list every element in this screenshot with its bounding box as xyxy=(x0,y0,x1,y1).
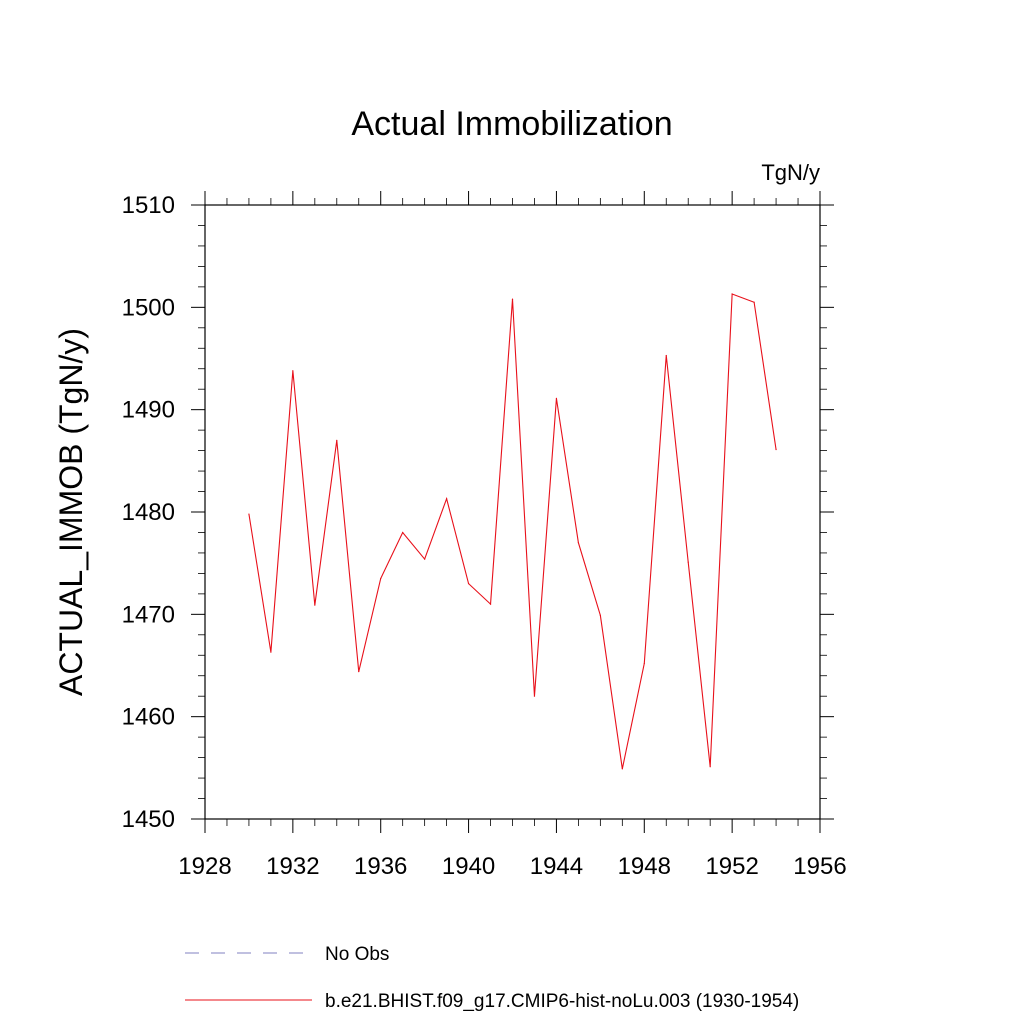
data-point xyxy=(248,513,250,515)
chart-title: Actual Immobilization xyxy=(351,105,672,143)
data-point xyxy=(402,531,404,534)
data-point xyxy=(599,614,601,616)
data-point xyxy=(665,354,667,357)
series-line-1 xyxy=(248,293,777,769)
x-tick-label: 1952 xyxy=(705,853,758,880)
y-axis-title: ACTUAL_IMMOB (TgN/y) xyxy=(53,328,89,696)
y-tick-label: 1460 xyxy=(122,704,175,731)
data-point xyxy=(446,498,448,500)
data-point xyxy=(643,662,645,665)
x-tick-label: 1956 xyxy=(793,853,846,880)
x-tick-label: 1928 xyxy=(178,853,231,880)
data-point xyxy=(314,604,316,606)
x-tick-label: 1936 xyxy=(354,853,407,880)
units-label: TgN/y xyxy=(761,160,820,185)
legend-label-0: No Obs xyxy=(325,944,389,965)
data-point xyxy=(621,768,623,770)
data-point xyxy=(511,298,514,300)
x-tick-label: 1940 xyxy=(442,853,495,880)
data-point xyxy=(467,583,470,585)
y-tick-label: 1450 xyxy=(122,806,175,833)
data-point xyxy=(753,301,755,303)
y-tick-label: 1510 xyxy=(122,192,175,219)
data-point xyxy=(489,603,492,605)
legend-label-1: b.e21.BHIST.f09_g17.CMIP6-hist-noLu.003 … xyxy=(325,991,799,1012)
data-point xyxy=(775,448,777,451)
y-tick-label: 1500 xyxy=(122,294,175,321)
plot-frame xyxy=(204,204,821,820)
y-tick-label: 1490 xyxy=(122,397,175,424)
y-tick-label: 1470 xyxy=(122,601,175,628)
x-tick-label: 1932 xyxy=(266,853,319,880)
axes: 1450 1460 1470 1480 1490 1500 1510 1928 1932 1936… xyxy=(122,191,847,880)
data-point xyxy=(533,695,536,697)
x-tick-label: 1948 xyxy=(618,853,671,880)
legend: No Obs b.e21.BHIST.f09_g17.CMIP6-hist-noL… xyxy=(185,944,799,1012)
data-point xyxy=(709,766,711,768)
data-point xyxy=(358,671,360,673)
data-point xyxy=(424,558,426,560)
data-point xyxy=(687,561,689,563)
y-tick-label: 1480 xyxy=(122,499,175,526)
data-point xyxy=(380,577,382,580)
data-point xyxy=(270,651,272,653)
data-point xyxy=(336,439,338,441)
series-layer xyxy=(248,293,777,770)
data-point xyxy=(292,370,294,372)
data-point xyxy=(731,293,733,295)
x-tick-label: 1944 xyxy=(530,853,583,880)
data-point xyxy=(555,397,558,400)
data-point xyxy=(577,542,579,544)
